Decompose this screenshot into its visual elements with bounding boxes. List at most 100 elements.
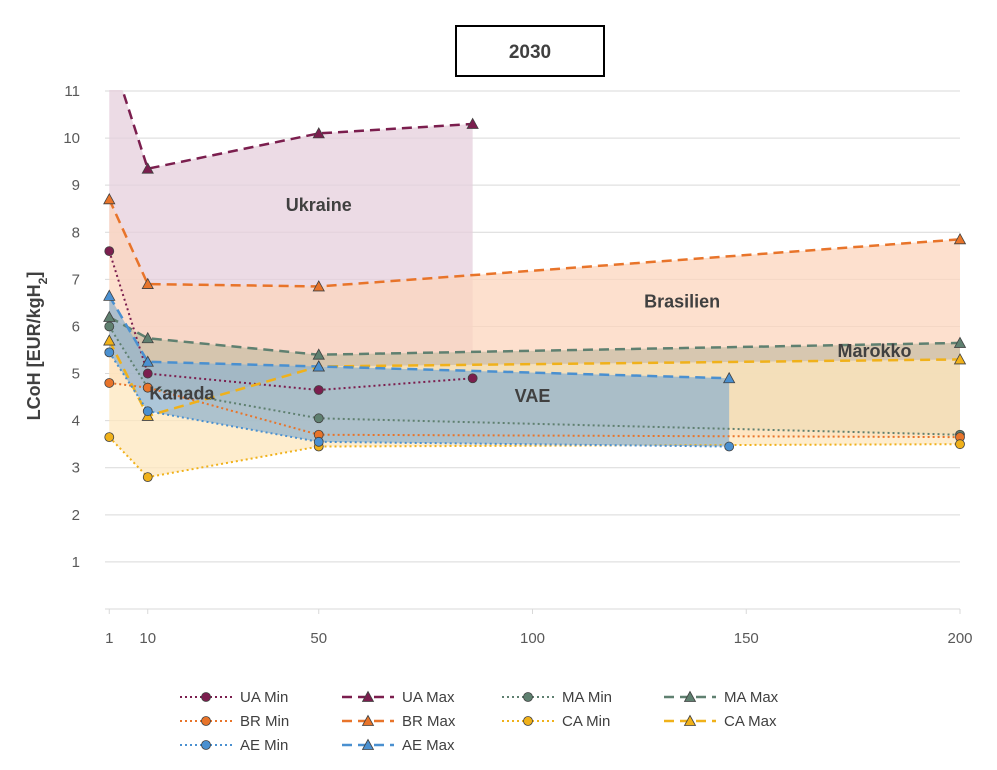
marker-ca-max-3 bbox=[953, 353, 967, 365]
marker-ma-max-3 bbox=[953, 336, 967, 348]
legend-swatch-marker bbox=[361, 690, 375, 702]
marker-ma-max-0 bbox=[103, 310, 116, 322]
marker-ae-max-0 bbox=[103, 289, 116, 301]
legend-item-ma-max: MA Max bbox=[664, 689, 779, 706]
legend-item-ae-max: AE Max bbox=[342, 737, 455, 754]
marker-ca-min-0 bbox=[104, 432, 115, 443]
y-tick-label-4: 4 bbox=[72, 413, 80, 430]
region-label-kanada: Kanada bbox=[149, 383, 215, 403]
legend-swatch-marker bbox=[201, 740, 211, 750]
region-label-ukraine: Ukraine bbox=[286, 195, 352, 215]
legend-label: CA Min bbox=[562, 713, 610, 730]
x-tick-label-10: 10 bbox=[139, 630, 156, 647]
y-tick-label-6: 6 bbox=[72, 318, 80, 335]
y-tick-label-8: 8 bbox=[72, 224, 80, 241]
legend-label: MA Min bbox=[562, 689, 612, 706]
legend: UA Min UA Max MA Min MA Max BR Min BR Max CA M… bbox=[180, 689, 779, 754]
y-axis-label: LCoH [EUR/kgH2] bbox=[24, 272, 50, 421]
marker-ua-max-3 bbox=[466, 117, 479, 129]
legend-swatch-marker bbox=[683, 690, 697, 702]
marker-ua-min-3 bbox=[467, 373, 478, 384]
legend-label: BR Max bbox=[402, 713, 456, 730]
y-tick-label-5: 5 bbox=[72, 366, 80, 383]
y-tick-label-1: 1 bbox=[72, 554, 80, 571]
marker-ae-max-3 bbox=[722, 371, 736, 384]
chart-title: 2030 bbox=[509, 42, 551, 63]
marker-br-min-0 bbox=[104, 378, 115, 388]
legend-item-br-max: BR Max bbox=[342, 713, 456, 730]
marker-ma-min-2 bbox=[313, 413, 324, 424]
marker-ae-min-0 bbox=[104, 347, 115, 358]
line-ma-min bbox=[108, 325, 960, 436]
marker-ca-max-0 bbox=[103, 334, 116, 346]
y-tick-label-11: 11 bbox=[64, 83, 80, 100]
line-ae-max bbox=[108, 295, 730, 380]
series-markers bbox=[103, 117, 967, 483]
legend-item-ua-max: UA Max bbox=[342, 689, 455, 706]
marker-ua-max-2 bbox=[312, 127, 325, 139]
marker-ca-min-3 bbox=[955, 439, 965, 450]
region-label-brasilien: Brasilien bbox=[644, 292, 720, 312]
legend-label: UA Min bbox=[240, 689, 288, 706]
legend-swatch-marker bbox=[523, 716, 533, 726]
line-ae-min bbox=[108, 351, 730, 448]
marker-br-max-1 bbox=[141, 277, 154, 289]
legend-swatch-marker bbox=[683, 714, 697, 726]
legend-item-ca-min: CA Min bbox=[502, 713, 610, 730]
marker-ae-max-2 bbox=[312, 360, 325, 372]
y-tick-label-7: 7 bbox=[72, 271, 80, 288]
legend-swatch-marker bbox=[201, 716, 211, 726]
axes: 1 10 50 100 150 200 1 2 3 4 5 6 7 8 9 10 11 bbox=[63, 83, 972, 647]
legend-swatch-marker bbox=[361, 714, 375, 726]
legend-item-ae-min: AE Min bbox=[180, 737, 288, 754]
marker-br-max-0 bbox=[103, 192, 116, 205]
marker-ma-min-0 bbox=[104, 321, 115, 332]
line-ca-max bbox=[108, 340, 960, 418]
marker-ae-min-1 bbox=[142, 406, 153, 417]
line-br-min bbox=[109, 381, 960, 439]
y-axis-label-close: ] bbox=[24, 272, 44, 278]
legend-swatch-marker bbox=[361, 738, 375, 750]
marker-ae-max-1 bbox=[141, 355, 154, 367]
marker-ua-min-0 bbox=[104, 246, 115, 257]
x-tick-label-150: 150 bbox=[734, 630, 759, 647]
legend-label: BR Min bbox=[240, 713, 289, 730]
marker-ua-min-1 bbox=[142, 368, 153, 379]
x-tick-label-1: 1 bbox=[105, 630, 113, 647]
marker-br-max-2 bbox=[312, 280, 325, 292]
series-lines bbox=[108, 90, 960, 479]
marker-ma-max-1 bbox=[141, 331, 154, 344]
y-axis-label-subscript: 2 bbox=[36, 277, 50, 284]
x-tick-label-200: 200 bbox=[947, 630, 972, 647]
chart-title-box: 2030 bbox=[455, 25, 605, 77]
marker-ae-min-3 bbox=[724, 441, 735, 452]
y-tick-label-2: 2 bbox=[72, 507, 80, 524]
legend-label: AE Max bbox=[402, 737, 455, 754]
chart-title-frame bbox=[455, 25, 605, 77]
line-ua-max bbox=[121, 90, 473, 171]
legend-label: CA Max bbox=[724, 713, 777, 730]
x-tick-label-100: 100 bbox=[520, 630, 545, 647]
line-br-max bbox=[108, 198, 960, 288]
marker-br-max-3 bbox=[953, 233, 967, 245]
legend-label: MA Max bbox=[724, 689, 779, 706]
region-labels: Ukraine Brasilien Marokko Kanada VAE bbox=[149, 195, 911, 406]
marker-ua-min-2 bbox=[313, 385, 324, 395]
legend-item-ca-max: CA Max bbox=[664, 713, 777, 730]
region-label-marokko: Marokko bbox=[837, 341, 911, 361]
legend-swatch-marker bbox=[523, 692, 533, 702]
y-tick-label-9: 9 bbox=[72, 177, 80, 194]
y-tick-label-3: 3 bbox=[72, 460, 80, 477]
legend-item-br-min: BR Min bbox=[180, 713, 289, 730]
marker-ua-max-1 bbox=[141, 162, 154, 174]
legend-item-ua-min: UA Min bbox=[180, 689, 288, 706]
y-axis-label-main: LCoH [EUR/kgH bbox=[24, 284, 44, 420]
y-tick-label-10: 10 bbox=[63, 130, 80, 147]
legend-label: UA Max bbox=[402, 689, 455, 706]
marker-ae-min-2 bbox=[313, 436, 324, 447]
legend-item-ma-min: MA Min bbox=[502, 689, 612, 706]
marker-ca-min-1 bbox=[142, 472, 153, 483]
legend-label: AE Min bbox=[240, 737, 288, 754]
marker-ma-max-2 bbox=[312, 348, 325, 360]
